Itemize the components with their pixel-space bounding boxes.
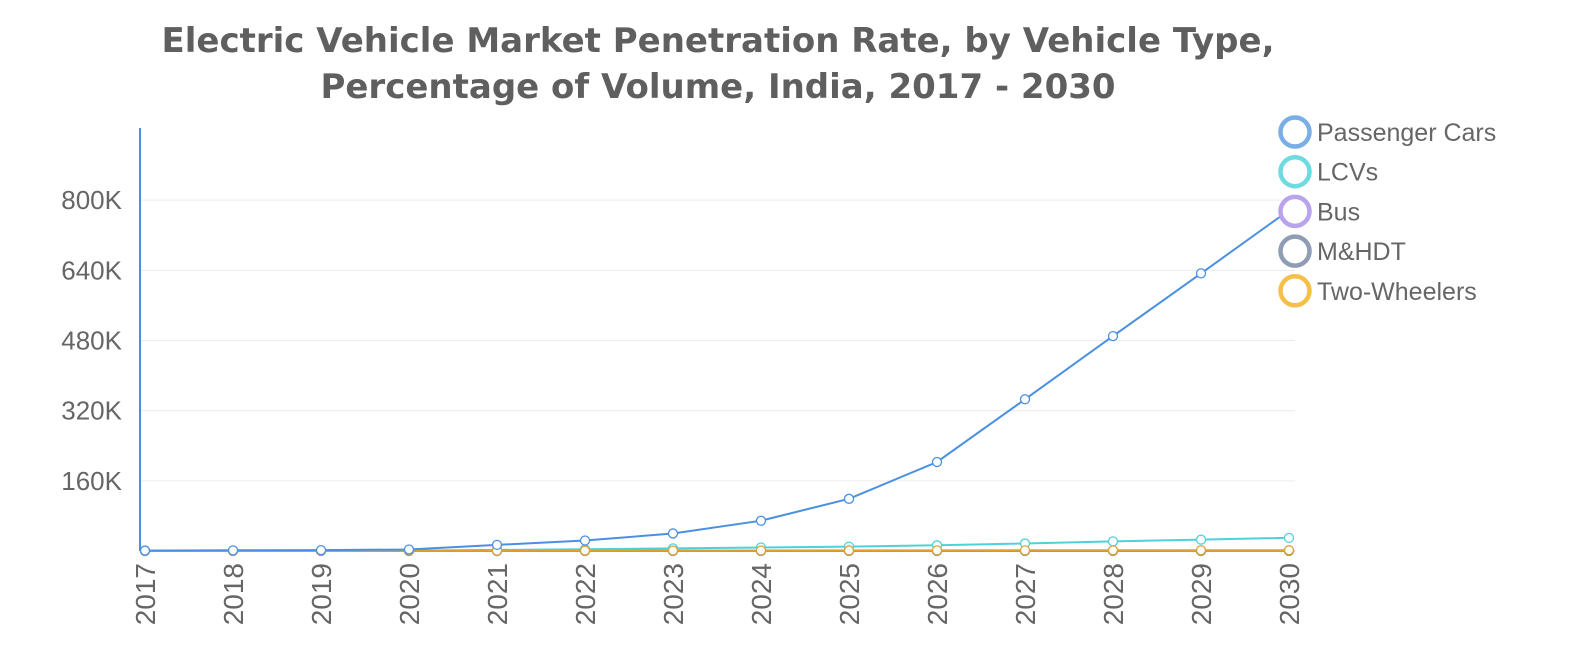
x-tick-label: 2018	[218, 563, 249, 625]
x-tick-label: 2020	[394, 563, 425, 625]
point-two-wheelers-2024[interactable]	[755, 545, 767, 556]
axes	[139, 128, 1295, 552]
point-two-wheelers-2026[interactable]	[931, 545, 943, 556]
x-axis-tick-labels: 2017 2018 2019 2020 2021 2022 2023 2024 2025 2026…	[130, 563, 1305, 625]
point-passenger-cars-2017[interactable]	[139, 545, 151, 556]
point-passenger-cars-2021[interactable]	[491, 539, 503, 551]
point-two-wheelers-2029[interactable]	[1195, 545, 1207, 556]
legend-label: LCVs	[1317, 159, 1378, 187]
point-passenger-cars-2020[interactable]	[403, 544, 415, 555]
legend-item-m-hdt[interactable]: M&HDT	[1278, 234, 1406, 268]
legend-item-bus[interactable]: Bus	[1278, 194, 1361, 229]
x-tick-label: 2019	[306, 563, 337, 625]
point-passenger-cars-2018[interactable]	[227, 545, 239, 556]
point-two-wheelers-2025[interactable]	[843, 545, 855, 556]
x-tick-label: 2030	[1274, 563, 1305, 625]
point-two-wheelers-2027[interactable]	[1019, 545, 1031, 556]
series-lines	[139, 205, 1295, 557]
x-tick-label: 2028	[1098, 563, 1129, 625]
point-two-wheelers-2028[interactable]	[1107, 545, 1119, 556]
point-lcvs-2029[interactable]	[1195, 534, 1207, 545]
chart-title-line-2: Percentage of Volume, India, 2017 - 2030	[320, 67, 1115, 107]
point-lcvs-2030[interactable]	[1283, 532, 1295, 543]
point-passenger-cars-2022[interactable]	[579, 535, 591, 546]
point-passenger-cars-2025[interactable]	[843, 493, 855, 504]
x-tick-label: 2025	[834, 563, 865, 625]
legend-item-lcvs[interactable]: LCVs	[1278, 154, 1379, 189]
y-tick-label: 320K	[61, 396, 122, 426]
legend-label: Bus	[1317, 198, 1360, 226]
point-passenger-cars-2026[interactable]	[931, 456, 943, 468]
legend-marker-bus	[1278, 194, 1312, 229]
grid-lines	[140, 199, 1295, 482]
x-tick-label: 2022	[570, 563, 601, 625]
point-passenger-cars-2023[interactable]	[667, 528, 679, 539]
legend-marker-two-wheelers	[1278, 274, 1312, 308]
legend-marker-lcvs	[1278, 154, 1312, 189]
point-passenger-cars-2019[interactable]	[315, 544, 327, 556]
x-tick-label: 2021	[482, 563, 513, 625]
point-passenger-cars-2027[interactable]	[1019, 394, 1031, 405]
point-two-wheelers-2030[interactable]	[1283, 545, 1295, 556]
x-tick-label: 2023	[658, 563, 689, 625]
point-passenger-cars-2028[interactable]	[1107, 330, 1119, 342]
series-passenger-cars	[139, 205, 1295, 556]
y-axis-tick-labels: 160K 320K 480K 640K 800K	[61, 185, 122, 496]
point-passenger-cars-2029[interactable]	[1195, 268, 1207, 279]
legend-item-passenger-cars[interactable]: Passenger Cars	[1278, 115, 1497, 149]
y-tick-label: 160K	[61, 466, 122, 496]
y-tick-label: 800K	[61, 185, 122, 215]
point-two-wheelers-2022[interactable]	[579, 545, 591, 556]
legend-marker-m-hdt	[1278, 234, 1312, 268]
legend-label: M&HDT	[1317, 238, 1406, 266]
point-passenger-cars-2024[interactable]	[755, 515, 767, 526]
x-tick-label: 2017	[130, 563, 161, 625]
y-tick-label: 480K	[61, 326, 122, 356]
x-tick-label: 2026	[922, 563, 953, 625]
point-lcvs-2028[interactable]	[1107, 536, 1119, 547]
point-two-wheelers-2023[interactable]	[667, 545, 679, 556]
x-tick-label: 2029	[1186, 563, 1217, 625]
legend-label: Two-Wheelers	[1317, 278, 1477, 306]
legend-item-two-wheelers[interactable]: Two-Wheelers	[1278, 274, 1477, 308]
legend[interactable]: Passenger Cars LCVs Bus M&HDT Two-Wheelers	[1278, 115, 1497, 308]
series-lcvs	[139, 532, 1295, 557]
x-tick-label: 2027	[1010, 563, 1041, 625]
x-tick-label: 2024	[746, 563, 777, 625]
series-line-passenger-cars	[144, 209, 1290, 552]
legend-marker-passenger-cars	[1278, 115, 1312, 149]
legend-label: Passenger Cars	[1317, 119, 1496, 147]
y-tick-label: 640K	[61, 255, 122, 285]
chart-title-line-1: Electric Vehicle Market Penetration Rate…	[162, 21, 1275, 61]
